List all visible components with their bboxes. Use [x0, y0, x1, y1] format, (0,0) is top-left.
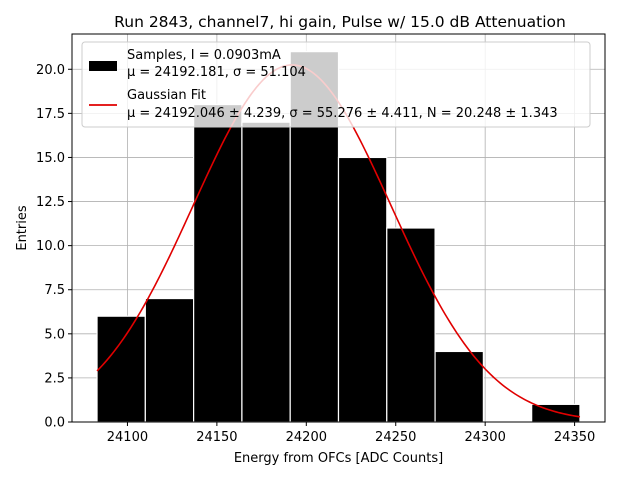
- y-tick-label: 17.5: [36, 107, 65, 122]
- y-tick-label: 0.0: [44, 416, 65, 431]
- x-tick-label: 24350: [554, 430, 595, 445]
- histogram-bar: [434, 350, 484, 423]
- x-tick-label: 24150: [196, 430, 237, 445]
- histogram-bar: [144, 297, 195, 423]
- y-tick-label: 20.0: [36, 63, 65, 78]
- legend-samples-stats: μ = 24192.181, σ = 51.104: [127, 65, 306, 80]
- plot-frame: [71, 33, 606, 423]
- histogram-bar: [386, 227, 436, 423]
- histogram-bar: [96, 315, 146, 423]
- y-tick-label: 5.0: [44, 327, 65, 342]
- histogram-bar: [337, 156, 388, 423]
- legend: Samples, I = 0.0903mA μ = 24192.181, σ =…: [81, 41, 591, 128]
- y-tick-label: 15.0: [36, 151, 65, 166]
- x-tick-label: 24100: [107, 430, 148, 445]
- y-tick-label: 10.0: [36, 239, 65, 254]
- legend-samples-swatch: [89, 61, 117, 71]
- x-axis-ticks: 24100 24150 24200 24250 24300 24350: [107, 422, 595, 445]
- x-tick-label: 24250: [375, 430, 416, 445]
- y-tick-label: 12.5: [36, 195, 65, 210]
- histogram-bar: [241, 121, 291, 423]
- y-tick-label: 7.5: [44, 283, 65, 298]
- histogram-bar: [193, 103, 243, 423]
- legend-box: [81, 41, 591, 128]
- legend-fit-name: Gaussian Fit: [127, 88, 206, 103]
- x-tick-label: 24300: [464, 430, 505, 445]
- x-tick-label: 24200: [286, 430, 327, 445]
- y-axis-ticks: 0.0 2.5 5.0 7.5 10.0 12.5 15.0 17.5 20.0: [36, 63, 72, 431]
- y-axis-label: Entries: [15, 205, 30, 251]
- chart-title: Run 2843, channel7, hi gain, Pulse w/ 15…: [114, 13, 566, 31]
- y-tick-label: 2.5: [44, 371, 65, 386]
- x-axis-label: Energy from OFCs [ADC Counts]: [234, 451, 443, 466]
- legend-samples-name: Samples, I = 0.0903mA: [127, 48, 281, 63]
- legend-fit-stats: μ = 24192.046 ± 4.239, σ = 55.276 ± 4.41…: [127, 106, 558, 121]
